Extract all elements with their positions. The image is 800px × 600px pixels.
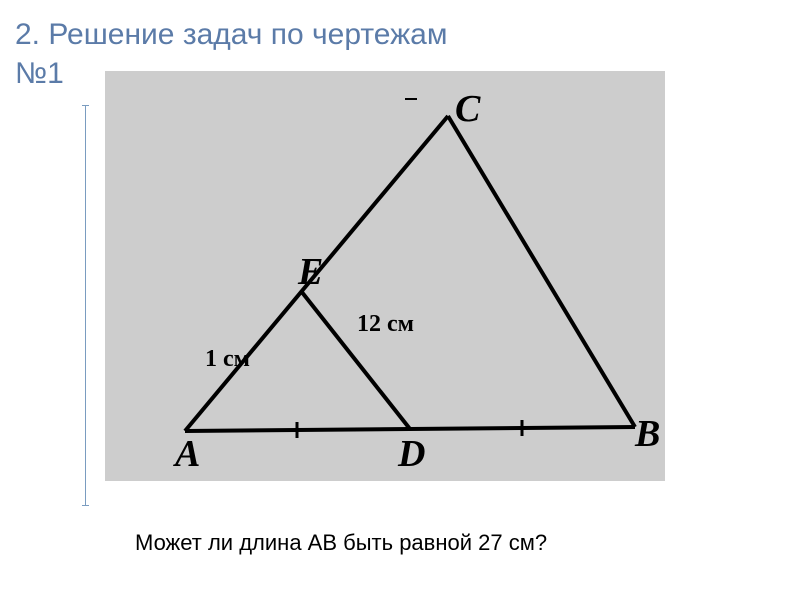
accent-line — [85, 105, 86, 505]
label-E: E — [297, 251, 323, 293]
title-line2: №1 — [15, 57, 64, 90]
triangle-diagram: A B C D E 1 см 12 см — [105, 71, 665, 481]
line-BC — [448, 116, 635, 427]
label-D: D — [397, 433, 425, 475]
label-B: B — [634, 413, 660, 455]
title-line1: 2. Решение задач по чертежам — [15, 18, 448, 51]
slide-container: 2. Решение задач по чертежам №1 A B C D … — [0, 0, 800, 600]
label-A: A — [173, 433, 200, 475]
question-text: Может ли длина АВ быть равной 27 см? — [135, 530, 547, 556]
diagram-area: A B C D E 1 см 12 см — [105, 71, 665, 481]
accent-cap-bottom — [82, 505, 89, 506]
measure-ED: 12 см — [357, 311, 414, 337]
measure-AE: 1 см — [205, 346, 250, 372]
label-C: C — [455, 88, 481, 130]
